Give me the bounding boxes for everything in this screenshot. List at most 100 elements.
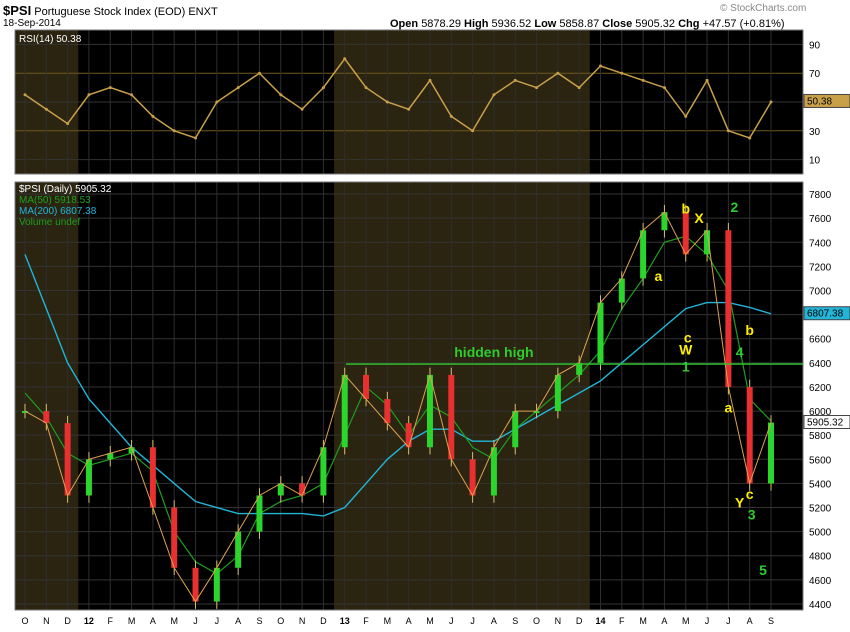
change-value: +47.57 (+0.81%) — [702, 18, 785, 30]
rsi-point — [598, 64, 602, 68]
rsi-point — [769, 100, 773, 104]
price-bar — [363, 374, 370, 400]
rsi-point — [556, 71, 560, 75]
rsi-point — [449, 114, 453, 118]
x-tick-label: A — [747, 616, 753, 626]
rsi-point — [513, 78, 517, 82]
price-bar — [576, 362, 583, 375]
rsi-point — [492, 93, 496, 97]
rsi-point — [279, 93, 283, 97]
x-tick-label: A — [150, 616, 156, 626]
rsi-point — [726, 129, 730, 133]
x-tick-label: M — [170, 616, 178, 626]
x-tick-label: 13 — [340, 616, 350, 626]
price-tick-label: 5200 — [809, 504, 832, 515]
ohlc-readout: Open 5878.29 High 5936.52 Low 5858.87 Cl… — [390, 18, 785, 30]
x-tick-label: M — [682, 616, 690, 626]
price-bar — [448, 374, 455, 460]
rsi-point — [641, 78, 645, 82]
x-tick-label: D — [576, 616, 583, 626]
price-tick-label: 7400 — [809, 238, 832, 249]
price-tick-label: 6000 — [809, 407, 832, 418]
price-bar — [597, 302, 604, 363]
price-bar — [469, 459, 476, 496]
price-tick-label: 4800 — [809, 552, 832, 563]
x-tick-label: F — [619, 616, 625, 626]
x-tick-label: O — [533, 616, 540, 626]
rsi-point — [471, 129, 475, 133]
rsi-point — [215, 100, 219, 104]
wave-label-5: 5 — [759, 562, 767, 578]
price-bar — [554, 374, 561, 412]
x-tick-label: F — [363, 616, 369, 626]
ma200-tag: 6807.38 — [807, 309, 844, 320]
x-tick-label: J — [705, 616, 710, 626]
ma50-line — [24, 235, 772, 575]
price-bar — [384, 399, 391, 424]
price-bar — [682, 212, 689, 255]
rsi-point — [44, 107, 48, 111]
price-tick-label: 6600 — [809, 335, 832, 346]
price-tick-label: 6200 — [809, 383, 832, 394]
x-tick-label: O — [277, 616, 284, 626]
rsi-point — [662, 86, 666, 90]
price-tick-label: 4400 — [809, 600, 832, 611]
rsi-point — [130, 93, 134, 97]
x-tick-label: M — [639, 616, 647, 626]
price-tick-label: 5600 — [809, 455, 832, 466]
x-tick-label: M — [128, 616, 136, 626]
wave-label-b: b — [681, 200, 690, 216]
x-tick-label: M — [426, 616, 434, 626]
price-bar — [725, 230, 732, 387]
price-tick-label: 5000 — [809, 528, 832, 539]
x-tick-label: A — [235, 616, 241, 626]
rsi-point — [300, 107, 304, 111]
price-bar — [256, 495, 263, 532]
price-bar — [341, 374, 348, 448]
year-band — [334, 182, 590, 610]
x-tick-label: O — [21, 616, 28, 626]
price-bar — [533, 411, 540, 414]
wave-label-3: 3 — [748, 507, 756, 523]
rsi-point — [407, 107, 411, 111]
price-bar — [235, 531, 242, 568]
price-bar — [192, 567, 199, 602]
rsi-point — [620, 71, 624, 75]
price-tick-label: 6400 — [809, 359, 832, 370]
wave-label-a: a — [655, 268, 663, 284]
exchange: ENXT — [188, 6, 218, 18]
rsi-point — [748, 136, 752, 140]
chart-date: 18-Sep-2014 — [3, 18, 61, 29]
rsi-point — [364, 86, 368, 90]
price-legend-item: $PSI (Daily) 5905.32 — [19, 184, 112, 195]
x-tick-label: S — [512, 616, 518, 626]
price-bar — [64, 423, 71, 496]
price-bar — [405, 423, 412, 448]
price-bar — [171, 507, 178, 568]
price-tick-label: 7000 — [809, 287, 832, 298]
wave-label-c: c — [684, 329, 692, 345]
rsi-point — [23, 93, 27, 97]
price-bar — [22, 411, 28, 414]
x-tick-label: N — [43, 616, 50, 626]
rsi-point — [535, 86, 539, 90]
wave-label-X: X — [694, 210, 704, 226]
rsi-last-tag: 50.38 — [807, 96, 832, 107]
rsi-point — [66, 122, 70, 126]
price-tick-label: 4600 — [809, 576, 832, 587]
close-tag: 5905.32 — [807, 417, 844, 428]
price-tick-label: 7600 — [809, 214, 832, 225]
x-tick-label: A — [406, 616, 412, 626]
low-value: 5858.87 — [559, 18, 600, 30]
x-tick-label: J — [470, 616, 475, 626]
rsi-point — [428, 78, 432, 82]
symbol: $PSI — [3, 3, 32, 18]
rsi-point — [684, 114, 688, 118]
rsi-line — [24, 57, 772, 139]
close-value: 5905.32 — [635, 18, 676, 30]
x-tick-label: M — [384, 616, 392, 626]
x-tick-label: S — [768, 616, 774, 626]
price-bar — [768, 422, 774, 484]
price-bar — [490, 447, 497, 496]
